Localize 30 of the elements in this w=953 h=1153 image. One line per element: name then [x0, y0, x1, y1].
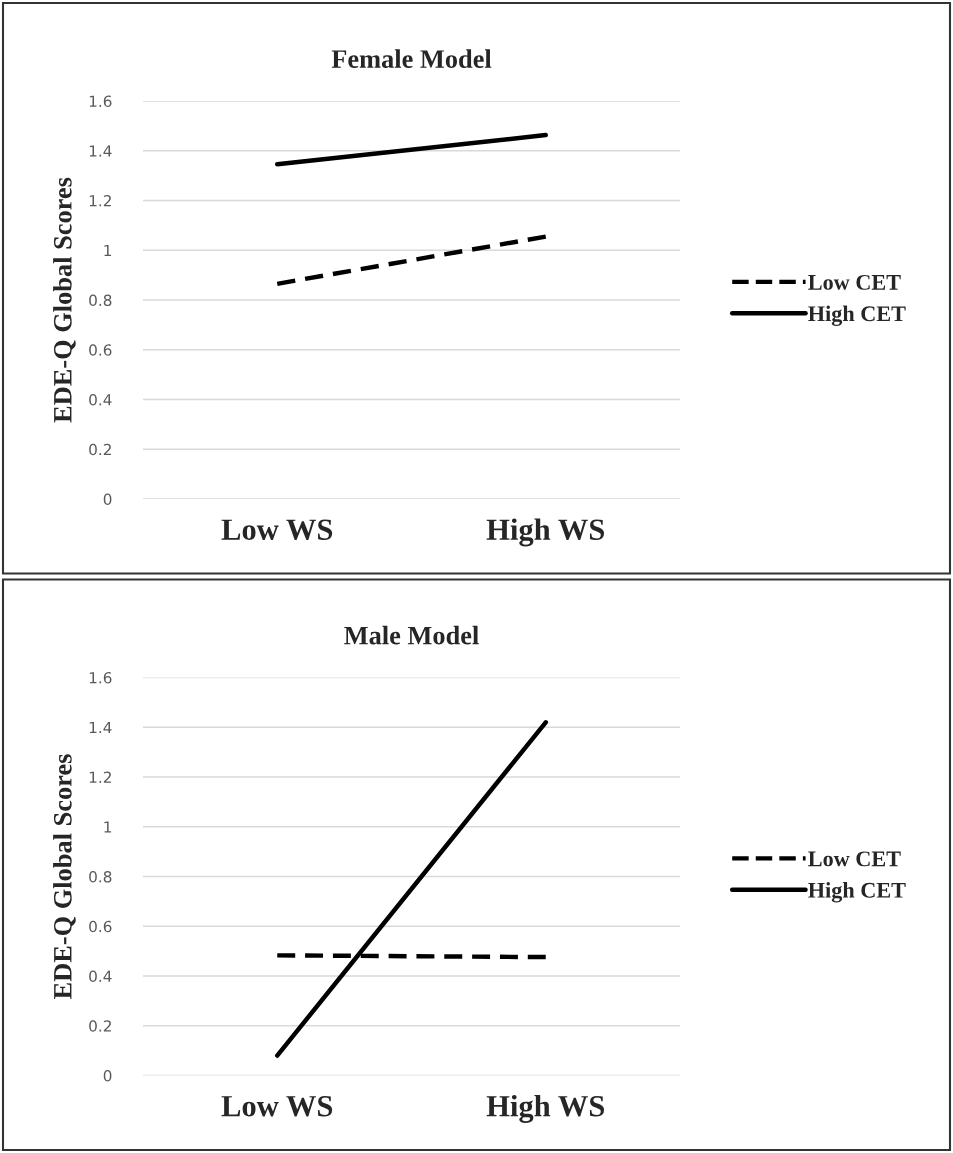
- y-tick-label: 1.4: [89, 145, 112, 157]
- y-tick-label: 1: [104, 244, 112, 257]
- y-tick-label: 0: [103, 1069, 112, 1082]
- chart-title: Female Model: [331, 49, 492, 68]
- legend-label: High CET: [808, 305, 906, 326]
- y-tick-label: 1.6: [89, 671, 112, 684]
- y-axis-title: EDE-Q Global Scores: [53, 177, 76, 423]
- y-tick-label: 0.6: [89, 344, 112, 356]
- legend-label: High CET: [808, 882, 906, 903]
- chart-title: Male Model: [344, 625, 479, 645]
- y-tick-label: 0.8: [89, 870, 112, 883]
- x-tick-label: Low WS: [221, 519, 333, 541]
- y-axis-title: EDE-Q Global Scores: [53, 754, 76, 999]
- y-tick-label: 0.2: [89, 443, 111, 456]
- y-tick-label: 1.2: [89, 771, 111, 783]
- y-tick-label: 1.6: [89, 95, 112, 108]
- y-tick-label: 0.6: [89, 920, 112, 933]
- y-tick-label: 0: [103, 493, 112, 506]
- y-tick-label: 1.2: [89, 194, 111, 207]
- y-tick-label: 0.4: [89, 970, 112, 983]
- legend-label: Low CET: [808, 851, 901, 867]
- y-tick-label: 0.2: [89, 1020, 111, 1032]
- y-tick-label: 1.4: [89, 721, 112, 734]
- y-tick-label: 1: [104, 821, 112, 833]
- x-tick-label: Low WS: [221, 1095, 333, 1117]
- legend-label: Low CET: [808, 274, 901, 290]
- y-tick-label: 0.4: [89, 393, 112, 406]
- x-tick-label: High WS: [486, 1094, 605, 1123]
- x-tick-label: High WS: [486, 518, 605, 547]
- y-tick-label: 0.8: [89, 294, 112, 307]
